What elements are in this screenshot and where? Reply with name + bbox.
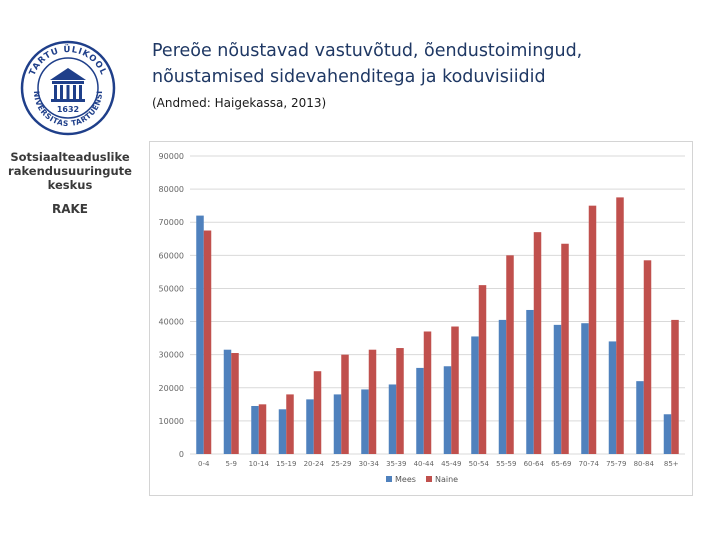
bar-mees-80-84: [636, 381, 644, 454]
x-tick-label: 85+: [664, 460, 679, 468]
x-tick-label: 0-4: [198, 460, 210, 468]
bar-naine-40-44: [423, 331, 432, 454]
bar-naine-35-39: [396, 348, 404, 454]
university-seal-icon: TARTU ÜLIKOOL UNIVERSITAS TARTUENSIS 163…: [20, 40, 116, 136]
x-tick-label: 55-59: [496, 460, 516, 468]
bar-mees-5-9: [223, 349, 232, 454]
legend-label-mees: Mees: [395, 475, 416, 484]
bar-mees-15-19: [278, 409, 287, 454]
x-tick-label: 10-14: [249, 460, 270, 468]
bar-mees-50-54: [471, 336, 479, 454]
bar-naine-55-59: [506, 255, 514, 454]
x-tick-label: 70-74: [579, 460, 600, 468]
bar-mees-35-39: [388, 384, 397, 454]
bar-naine-60-64: [533, 232, 542, 454]
x-tick-label: 45-49: [441, 460, 461, 468]
bar-naine-65-69: [561, 243, 569, 454]
y-tick-label: 20000: [159, 384, 184, 393]
slide-title-line2: nõustamised sidevahenditega ja koduvisii…: [152, 67, 546, 87]
y-tick-label: 50000: [159, 284, 184, 293]
x-tick-label: 5-9: [226, 460, 237, 468]
slide-title: Pereõe nõustavad vastuvõtud, õendustoimi…: [152, 38, 712, 90]
bar-mees-10-14: [251, 405, 259, 454]
y-tick-label: 60000: [159, 251, 184, 260]
bar-mees-20-24: [306, 399, 314, 454]
y-tick-label: 70000: [159, 218, 184, 227]
bar-naine-70-74: [588, 205, 597, 454]
bar-naine-10-14: [258, 404, 267, 454]
bar-mees-45-49: [443, 366, 452, 454]
x-tick-label: 35-39: [386, 460, 406, 468]
institute-name-line2: rakendusuuringute: [8, 164, 132, 178]
institute-abbreviation: RAKE: [51, 202, 89, 216]
bar-naine-30-34: [368, 349, 377, 454]
y-tick-label: 80000: [159, 185, 184, 194]
bar-naine-15-19: [286, 394, 294, 454]
bar-chart: 0 10000 20000 30000 40000 50000 60000 70000 8000…: [159, 152, 685, 484]
y-tick-label: 10000: [159, 417, 184, 426]
bar-mees-65-69: [553, 324, 562, 454]
x-tick-label: 30-34: [359, 460, 380, 468]
bar-naine-25-29: [341, 354, 349, 454]
y-tick-label: 90000: [159, 152, 184, 161]
chart-frame: 0 10000 20000 30000 40000 50000 60000 70000 8000…: [149, 141, 693, 496]
x-tick-label: 65-69: [551, 460, 571, 468]
x-tick-label: 40-44: [414, 460, 435, 468]
x-tick-label: 15-19: [276, 460, 296, 468]
bar-mees-40-44: [416, 367, 424, 454]
bar-naine-80-84: [643, 260, 652, 454]
bar-naine-75-79: [616, 197, 624, 454]
bar-mees-30-34: [361, 389, 369, 454]
y-tick-label: 30000: [159, 351, 184, 360]
institute-name-line3: keskus: [47, 178, 93, 192]
bar-mees-60-64: [526, 309, 534, 454]
legend-swatch-naine: [426, 476, 432, 482]
bar-mees-25-29: [333, 394, 342, 454]
x-tick-label: 75-79: [606, 460, 626, 468]
bar-mees-70-74: [581, 323, 589, 454]
institute-name: Sotsiaalteaduslike rakendusuuringute kes…: [6, 150, 134, 192]
y-tick-label: 0: [179, 450, 184, 459]
slide-title-line1: Pereõe nõustavad vastuvõtud, õendustoimi…: [152, 41, 583, 61]
bar-mees-85+: [663, 414, 672, 454]
bar-mees-55-59: [498, 319, 507, 454]
bar-naine-0-4: [203, 230, 212, 454]
bar-naine-20-24: [313, 371, 322, 454]
institute-name-line1: Sotsiaalteaduslike: [10, 150, 130, 164]
x-tick-label: 50-54: [469, 460, 490, 468]
bar-naine-50-54: [478, 285, 487, 454]
legend-swatch-mees: [386, 476, 392, 482]
x-tick-label: 20-24: [304, 460, 325, 468]
data-source-note: (Andmed: Haigekassa, 2013): [152, 96, 327, 110]
x-tick-label: 25-29: [331, 460, 351, 468]
x-tick-label: 60-64: [524, 460, 545, 468]
seal-year: 1632: [57, 105, 79, 114]
bar-mees-0-4: [196, 215, 204, 454]
bar-mees-75-79: [608, 341, 617, 454]
bar-naine-85+: [671, 319, 679, 454]
bar-naine-5-9: [231, 353, 239, 454]
legend-label-naine: Naine: [435, 475, 458, 484]
y-tick-label: 40000: [159, 318, 184, 327]
bar-naine-45-49: [451, 326, 459, 454]
x-tick-label: 80-84: [634, 460, 655, 468]
sidebar: TARTU ÜLIKOOL UNIVERSITAS TARTUENSIS 163…: [0, 0, 140, 540]
